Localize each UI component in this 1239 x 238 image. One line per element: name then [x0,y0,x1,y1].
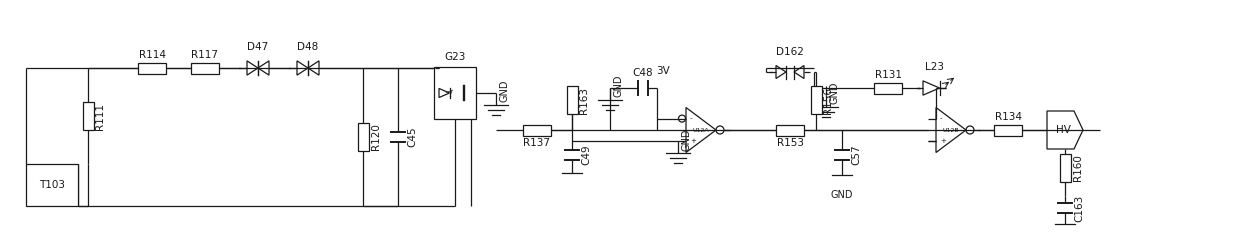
Bar [434,67,476,119]
Text: C48: C48 [633,68,653,78]
Bar [523,124,551,135]
Text: GND: GND [830,82,840,104]
Text: D162: D162 [776,47,804,57]
Text: R114: R114 [139,50,166,60]
Text: C49: C49 [581,145,591,165]
Text: G23: G23 [445,52,466,62]
Text: R117: R117 [192,50,218,60]
Text: HV: HV [1056,125,1070,135]
Text: +: + [940,139,945,144]
Bar [566,86,577,114]
Bar [191,63,219,74]
Text: GND: GND [501,80,510,102]
Bar [138,63,166,74]
Text: T103: T103 [38,180,64,190]
Bar [1059,154,1070,182]
Text: R163: R163 [580,86,590,114]
Text: R156: R156 [824,86,834,114]
Text: R111: R111 [95,103,105,129]
Text: R153: R153 [777,139,804,149]
Text: R120: R120 [370,124,380,150]
Bar [810,86,821,114]
Bar [776,124,804,135]
Text: R134: R134 [995,111,1021,122]
Text: C45: C45 [406,127,418,147]
Text: R137: R137 [524,139,550,149]
Text: -: - [690,116,693,122]
Text: +: + [690,139,696,144]
Text: D47: D47 [248,42,269,52]
Bar [358,123,368,151]
Text: D48: D48 [297,42,318,52]
Text: GND: GND [681,128,693,151]
Text: R160: R160 [1073,154,1083,181]
Text: U12A: U12A [693,128,709,133]
Text: C57: C57 [851,145,861,165]
Text: C163: C163 [1074,194,1084,222]
Bar [83,102,93,130]
Bar [873,83,902,94]
Text: 3V: 3V [657,66,670,76]
Text: GND: GND [615,75,624,97]
Text: R131: R131 [875,69,902,79]
Text: -: - [940,116,943,122]
Bar [994,124,1022,135]
Bar [26,164,78,206]
Text: GND: GND [831,190,854,200]
Text: U12B: U12B [943,128,959,133]
Text: L23: L23 [924,62,944,72]
